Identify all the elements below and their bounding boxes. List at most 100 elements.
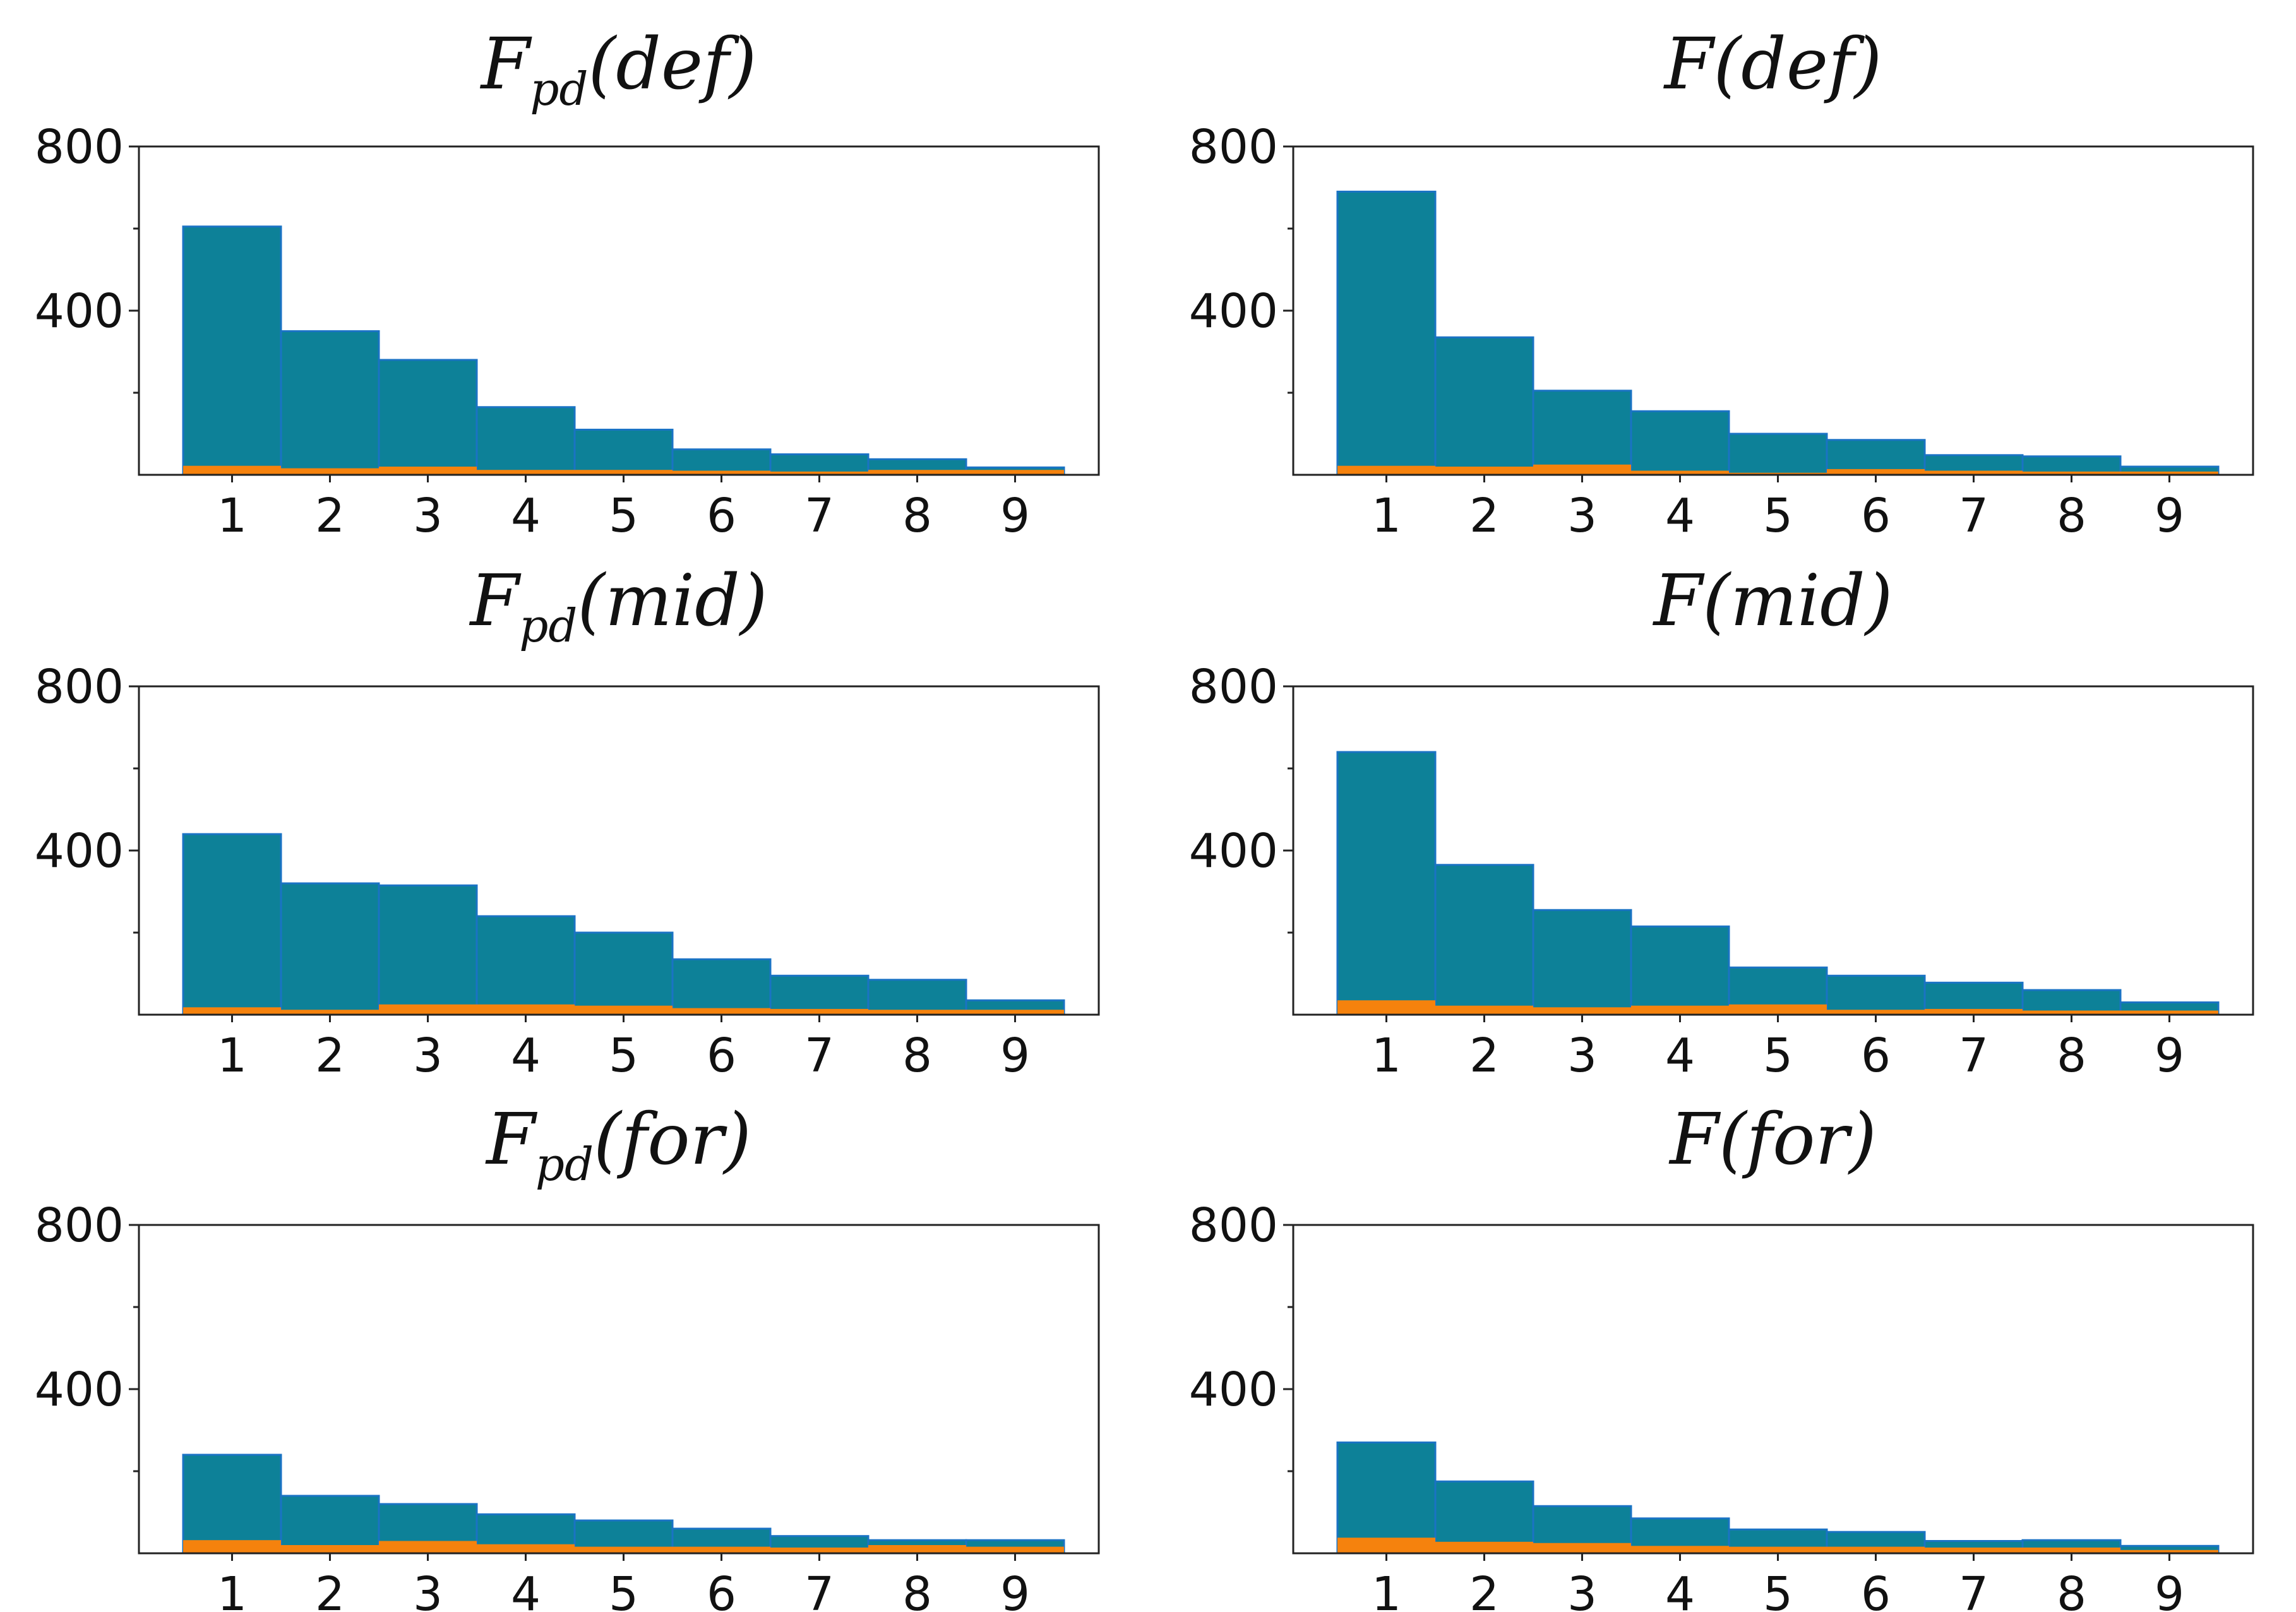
panel-title: Fpd(for) <box>485 1099 751 1191</box>
x-tick-label: 3 <box>1567 1567 1597 1612</box>
x-tick-label: 4 <box>1665 1567 1695 1612</box>
x-tick-label: 3 <box>1567 1029 1597 1083</box>
x-tick-label: 4 <box>511 1567 541 1612</box>
x-tick-label: 8 <box>902 489 932 543</box>
title-argument: (def) <box>1713 23 1882 105</box>
x-tick-label: 8 <box>2057 489 2086 543</box>
bar-minor <box>966 1010 1064 1015</box>
panel-5: Fpd(for) 400 800 1 2 3 4 5 6 7 8 9 <box>35 1099 1100 1612</box>
x-tick-label: 4 <box>1665 489 1695 543</box>
bar-minor <box>868 470 966 475</box>
bar-main <box>671 958 772 1016</box>
bar-minor <box>477 470 575 475</box>
bar-main <box>280 882 380 1016</box>
x-tick-label: 6 <box>707 1567 736 1612</box>
bar-minor <box>966 470 1064 475</box>
bar-minor <box>2023 1547 2120 1553</box>
bar-minor <box>770 1547 868 1553</box>
x-tick-label: 4 <box>1665 1029 1695 1083</box>
y-tick-label: 400 <box>1189 824 1278 878</box>
title-main: F <box>485 1099 537 1181</box>
y-tick-label: 400 <box>35 824 124 878</box>
bar-minor <box>2120 1549 2218 1553</box>
bar-minor <box>966 1546 1064 1553</box>
bar-minor <box>1729 472 1827 475</box>
bar-minor <box>477 1544 575 1553</box>
y-tick-label: 800 <box>35 660 124 714</box>
bar-minor <box>673 470 770 475</box>
bar-minor <box>379 1004 477 1015</box>
bar-minor <box>1337 465 1435 475</box>
bar-minor <box>1827 469 1925 475</box>
bar-main <box>475 406 576 476</box>
bar-minor <box>770 1008 868 1015</box>
y-tick-label: 800 <box>1189 660 1278 714</box>
bar-main <box>1630 410 1730 476</box>
x-tick-label: 9 <box>2155 1567 2184 1612</box>
x-tick-label: 4 <box>511 489 541 543</box>
bar-main <box>378 884 478 1016</box>
bar-main <box>573 931 674 1016</box>
title-argument: (for) <box>594 1099 751 1181</box>
bar-minor <box>1533 1543 1631 1553</box>
title-subscript: pd <box>519 599 577 652</box>
bar-main <box>1336 751 1437 1016</box>
bar-main <box>182 833 282 1016</box>
bar-minor <box>1435 1005 1533 1015</box>
bar-minor <box>1729 1546 1827 1553</box>
x-tick-label: 2 <box>1469 489 1499 543</box>
y-tick-label: 800 <box>1189 120 1278 174</box>
title-argument: (mid) <box>577 560 767 642</box>
title-argument: (def) <box>589 23 757 105</box>
bar-minor <box>1337 1537 1435 1553</box>
bar-minor <box>770 471 868 475</box>
x-tick-label: 2 <box>315 1567 345 1612</box>
bar-minor <box>183 465 281 475</box>
x-tick-label: 9 <box>1000 1567 1030 1612</box>
x-tick-label: 3 <box>413 1029 443 1083</box>
x-tick-label: 7 <box>1959 1567 1988 1612</box>
x-tick-label: 4 <box>511 1029 541 1083</box>
bar-main <box>1336 191 1437 476</box>
x-tick-label: 7 <box>1959 1029 1988 1083</box>
bar-minor <box>477 1004 575 1015</box>
y-tick-label: 400 <box>1189 284 1278 338</box>
panel-title: Fpd(def) <box>480 23 757 116</box>
bar-minor <box>575 1005 673 1015</box>
bar-main <box>1826 439 1926 476</box>
x-tick-label: 8 <box>2057 1567 2086 1612</box>
bar-minor <box>1925 1008 2023 1015</box>
y-tick-label: 800 <box>1189 1198 1278 1253</box>
title-main: F <box>1663 23 1716 105</box>
x-tick-label: 7 <box>804 1567 834 1612</box>
x-tick-label: 5 <box>609 1567 638 1612</box>
bar-main <box>1826 974 1926 1016</box>
x-tick-label: 1 <box>217 489 247 543</box>
title-argument: (for) <box>1719 1099 1877 1181</box>
bar-minor <box>183 1007 281 1015</box>
bar-minor <box>2120 471 2218 475</box>
bar-minor <box>1827 1546 1925 1553</box>
x-tick-label: 6 <box>1861 1029 1891 1083</box>
x-tick-label: 6 <box>1861 489 1891 543</box>
bar-minor <box>673 1546 770 1553</box>
x-tick-label: 7 <box>804 1029 834 1083</box>
panel-title: F(def) <box>1663 23 1882 105</box>
title-main: F <box>480 23 532 105</box>
bar-main <box>1728 433 1828 476</box>
bar-minor <box>575 1546 673 1553</box>
panel-title: F(mid) <box>1653 560 1893 642</box>
y-tick-label: 800 <box>35 1198 124 1253</box>
x-tick-label: 6 <box>707 489 736 543</box>
x-tick-label: 2 <box>1469 1029 1499 1083</box>
bar-minor <box>1631 1546 1729 1553</box>
bar-minor <box>1435 467 1533 475</box>
bar-minor <box>1337 1000 1435 1015</box>
bar-minor <box>1925 470 2023 475</box>
bar-main <box>867 979 967 1016</box>
bar-main <box>280 1495 380 1555</box>
bar-minor <box>1925 1547 2023 1553</box>
x-tick-label: 5 <box>1763 1029 1793 1083</box>
x-tick-label: 7 <box>804 489 834 543</box>
x-tick-label: 9 <box>2155 489 2184 543</box>
